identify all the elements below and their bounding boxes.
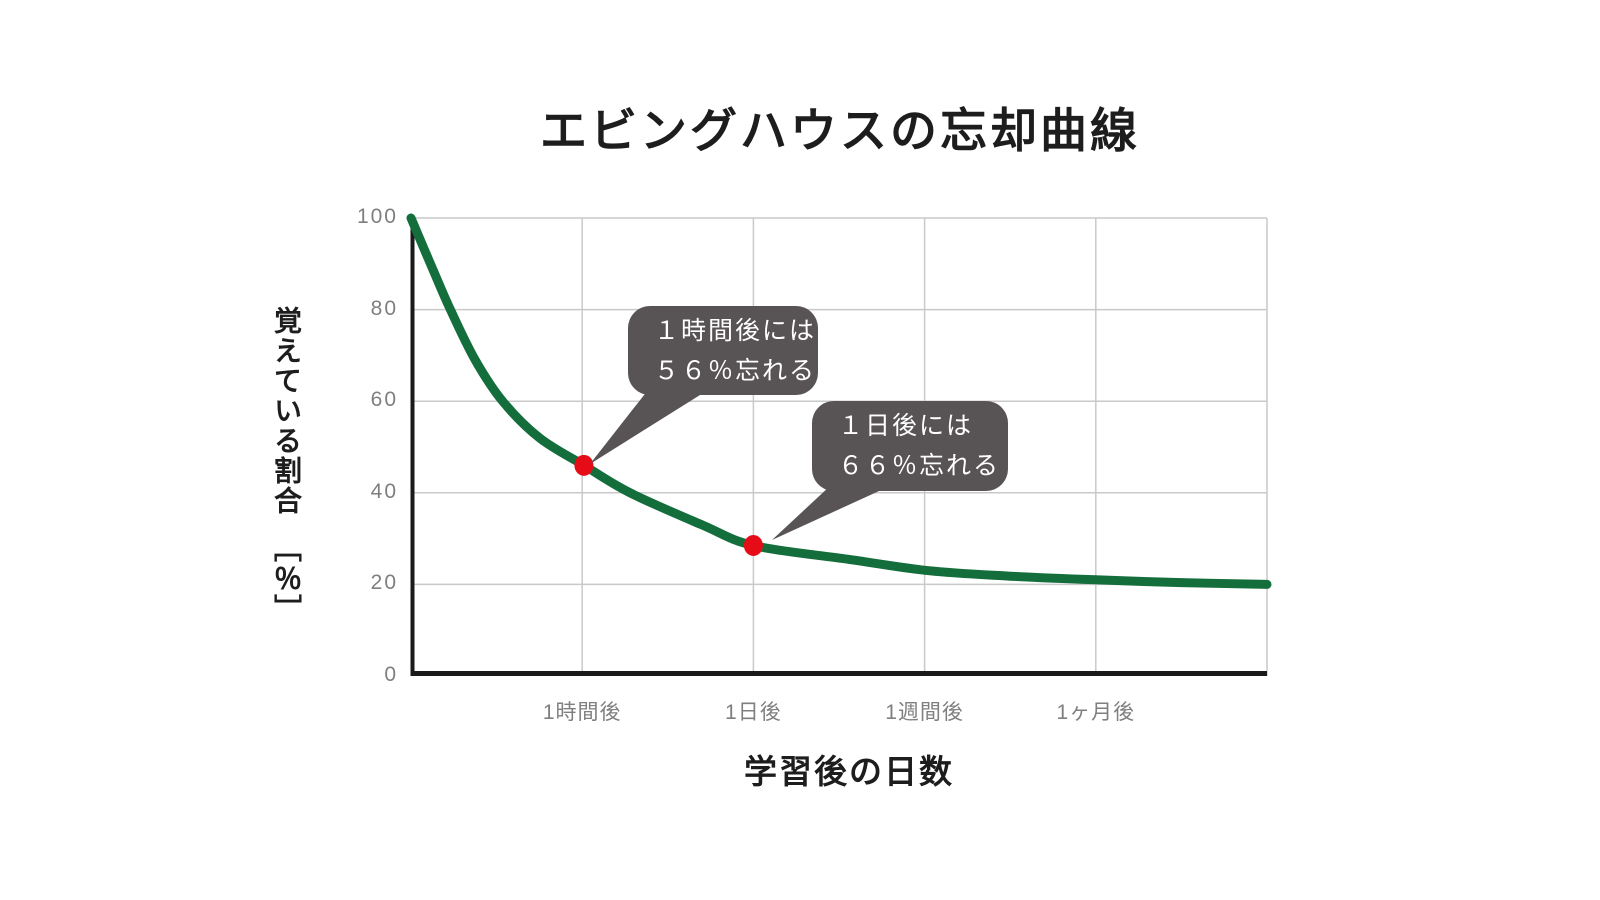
chart-title: エビングハウスの忘却曲線 [540, 104, 1140, 157]
plot-area [406, 213, 1272, 676]
x-tick-label: 1日後 [725, 701, 782, 724]
y-axis-title: 覚えている割合 ［％］ [271, 306, 302, 624]
x-tick-label: 1時間後 [542, 701, 622, 724]
y-axis-unit: ［％］ [271, 534, 302, 624]
annotation-1-line2: ５６％忘れる [654, 357, 817, 385]
x-tick-label: 1週間後 [885, 701, 964, 724]
data-point-marker [743, 534, 763, 556]
y-tick-label: 100 [356, 205, 398, 228]
y-tick-label: 20 [370, 571, 398, 595]
y-tick-label: 40 [370, 479, 398, 503]
data-point-marker [574, 454, 594, 476]
y-tick-label: 60 [370, 388, 398, 412]
x-tick-label: 1ヶ月後 [1056, 701, 1136, 724]
y-tick-label: 0 [384, 663, 398, 686]
annotation-bubble-1hour: １時間後には ５６％忘れる [628, 306, 818, 395]
annotation-1-line1: １時間後には [654, 317, 817, 345]
plot-svg [406, 213, 1272, 676]
annotation-2-line2: ６６％忘れる [838, 452, 1001, 480]
annotation-bubble-1day: １日後には ６６％忘れる [812, 401, 1008, 491]
y-tick-label: 80 [370, 296, 398, 320]
x-axis-title: 学習後の日数 [744, 753, 954, 790]
retention-curve [406, 213, 1272, 589]
y-axis-title-text: 覚えている割合 [271, 306, 302, 516]
annotation-2-line1: １日後には [838, 412, 974, 440]
